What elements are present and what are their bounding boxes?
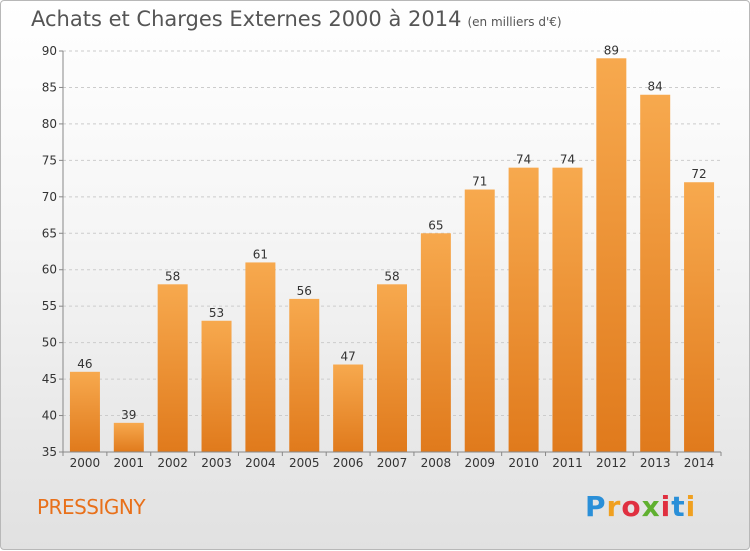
x-tick-label-2013: 2013 — [640, 456, 671, 470]
bar-2005 — [289, 298, 320, 452]
y-tick-label: 80 — [42, 117, 57, 131]
value-label-2003: 53 — [209, 306, 224, 320]
value-label-2000: 46 — [77, 357, 92, 371]
value-label-2009: 71 — [472, 175, 487, 189]
value-label-2007: 58 — [384, 269, 399, 283]
value-label-2011: 74 — [560, 153, 575, 167]
value-label-2002: 58 — [165, 269, 180, 283]
bar-2001 — [113, 422, 144, 452]
x-tick-label-2011: 2011 — [552, 456, 583, 470]
commune-name: PRESSIGNY — [37, 495, 146, 519]
chart-title: Achats et Charges Externes 2000 à 2014 (e… — [31, 7, 562, 31]
logo-letter: t — [671, 490, 686, 523]
bar-2009 — [464, 189, 495, 452]
logo-letter: i — [660, 490, 672, 523]
y-tick-label: 90 — [42, 44, 57, 58]
logo-letter: P — [585, 490, 607, 523]
y-tick-label: 65 — [42, 226, 57, 240]
bar-2002 — [157, 284, 188, 452]
x-tick-label-2001: 2001 — [114, 456, 145, 470]
x-tick-label-2000: 2000 — [70, 456, 101, 470]
y-tick-label: 85 — [42, 80, 57, 94]
logo-letter: i — [685, 490, 697, 523]
x-tick-label-2007: 2007 — [377, 456, 408, 470]
axes: 35 40 45 50 55 60 65 70 75 80 85 90 2000 2001 2002 2003… — [42, 44, 722, 470]
bar-2014 — [684, 182, 715, 452]
value-label-2006: 47 — [340, 350, 355, 364]
bar-2011 — [552, 167, 583, 452]
x-tick-label-2009: 2009 — [464, 456, 495, 470]
bar-2004 — [245, 262, 276, 452]
x-tick-label-2012: 2012 — [596, 456, 627, 470]
value-label-2008: 65 — [428, 218, 443, 232]
x-tick-label-2002: 2002 — [157, 456, 188, 470]
bar-2007 — [377, 284, 407, 452]
value-label-2004: 61 — [253, 247, 268, 261]
x-tick-label-2010: 2010 — [508, 456, 539, 470]
y-tick-label: 50 — [42, 336, 57, 350]
y-tick-label: 40 — [42, 409, 57, 423]
bar-2012 — [596, 58, 627, 453]
logo-letter: x — [641, 490, 661, 523]
x-tick-label-2003: 2003 — [201, 456, 232, 470]
bar-2006 — [333, 364, 364, 452]
y-tick-label: 60 — [42, 263, 57, 277]
y-tick-label: 75 — [42, 153, 57, 167]
value-label-2013: 84 — [648, 80, 663, 94]
value-label-2010: 74 — [516, 153, 531, 167]
x-tick-label-2006: 2006 — [333, 456, 364, 470]
x-tick-label-2004: 2004 — [245, 456, 276, 470]
value-label-2014: 72 — [691, 167, 706, 181]
chart-subtitle: (en milliers d'€) — [467, 15, 562, 29]
bar-2008 — [420, 233, 451, 452]
x-tick-label-2014: 2014 — [684, 456, 715, 470]
bar-2013 — [640, 94, 671, 452]
bar-2000 — [69, 371, 100, 452]
bars: 46 39 58 53 61 56 47 58 65 71 74 74 89 84 72 — [69, 43, 715, 453]
x-tick-label-2005: 2005 — [289, 456, 320, 470]
logo-letter: o — [621, 490, 642, 523]
y-tick-label: 70 — [42, 190, 57, 204]
bar-2003 — [201, 320, 232, 452]
value-label-2005: 56 — [297, 284, 312, 298]
value-label-2001: 39 — [121, 408, 136, 422]
y-tick-label: 35 — [42, 445, 57, 459]
proxiti-logo[interactable]: Proxiti — [585, 490, 696, 523]
y-tick-label: 45 — [42, 372, 57, 386]
x-tick-label-2008: 2008 — [421, 456, 452, 470]
value-label-2012: 89 — [604, 43, 619, 57]
y-tick-label: 55 — [42, 299, 57, 313]
logo-letter: r — [606, 490, 622, 523]
bar-2010 — [508, 167, 539, 452]
chart-title-text: Achats et Charges Externes 2000 à 2014 — [31, 7, 462, 31]
